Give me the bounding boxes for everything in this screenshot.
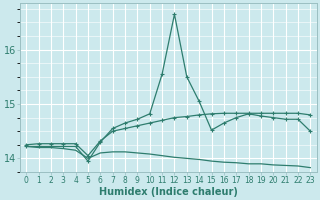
X-axis label: Humidex (Indice chaleur): Humidex (Indice chaleur) bbox=[99, 187, 238, 197]
